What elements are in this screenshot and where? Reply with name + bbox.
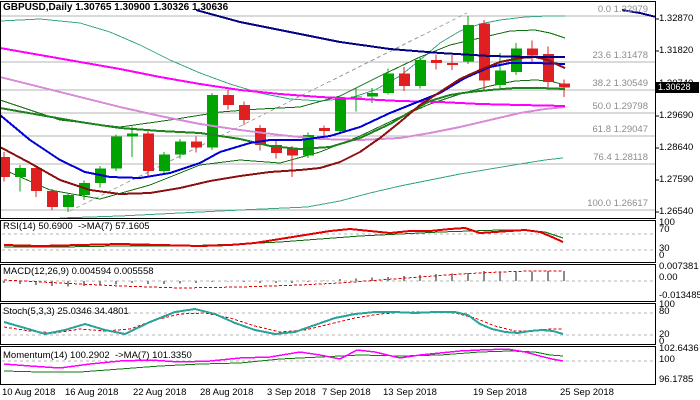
- ma-magenta: [0, 47, 566, 107]
- momentum-scale-label: 102.6436: [659, 343, 699, 354]
- stoch-k-line: [3, 308, 564, 335]
- band-green-lower: [0, 79, 566, 200]
- rsi-scale-label: 70: [659, 224, 670, 235]
- candle-body: [415, 59, 426, 87]
- rsi-line: [3, 227, 564, 247]
- rsi-scale-label: 0: [659, 250, 665, 261]
- momentum-scale-label: 100: [659, 354, 675, 365]
- macd-scale-label: 0.007381: [659, 261, 699, 272]
- candle-body: [479, 23, 490, 81]
- candle-body: [223, 94, 234, 105]
- price-axis-label: 1.29690: [659, 110, 694, 121]
- macd-scale-label: -0.013485: [659, 290, 700, 301]
- fib-level-label: 38.2 1.30549: [592, 78, 648, 89]
- date-label: 7 Sep 2018: [322, 387, 371, 398]
- stoch-panel-border: [0, 303, 656, 345]
- rsi-label: RSI(14) 50.6900 ->MA(7) 57.1605: [3, 221, 150, 232]
- ma-plum: [0, 76, 566, 141]
- macd-signal-line: [3, 270, 563, 289]
- ma-blue: [0, 62, 566, 179]
- candle-body: [447, 63, 458, 66]
- candle-body: [303, 134, 314, 156]
- date-label: 3 Sep 2018: [267, 387, 316, 398]
- candle-body: [239, 104, 250, 120]
- current-price-marker: 1.30628: [656, 82, 699, 93]
- candle-body: [543, 53, 554, 83]
- macd-scale-label: 0.00: [659, 272, 678, 283]
- candle-body: [15, 168, 26, 177]
- candle-body: [31, 168, 42, 191]
- stoch-scale-label: 20: [659, 329, 670, 340]
- candle-body: [351, 96, 362, 98]
- stoch-scale-label: 100: [659, 299, 675, 310]
- trendline: [69, 12, 468, 212]
- candle-body: [207, 94, 218, 148]
- candle-body: [559, 83, 570, 88]
- fib-level-label: 0.0 1.32979: [597, 4, 648, 15]
- price-axis-label: 1.26540: [659, 206, 694, 217]
- fib-level-label: 61.8 1.29047: [592, 124, 648, 135]
- candle-body: [127, 133, 138, 137]
- candle-body: [159, 154, 170, 171]
- candle-body: [0, 156, 10, 177]
- envelope-teal-lower: [59, 157, 564, 219]
- band-green-upper: [0, 29, 566, 128]
- price-axis-label: 1.31820: [659, 45, 694, 56]
- candle-body: [271, 144, 282, 154]
- candle-body: [63, 195, 74, 207]
- candle-body: [399, 73, 410, 87]
- momentum-panel-border: [0, 346, 656, 385]
- candle-body: [47, 190, 58, 207]
- candle-body: [111, 136, 122, 169]
- stoch-scale-label: 0: [659, 336, 665, 347]
- rsi-panel-border: [0, 220, 656, 263]
- price-axis-label: 1.27590: [659, 174, 694, 185]
- fib-level-label: 50.0 1.29798: [592, 101, 648, 112]
- ma-navy: [195, 9, 565, 58]
- ma-maroon: [0, 56, 566, 195]
- date-label: 22 Aug 2018: [133, 387, 187, 398]
- date-label: 16 Aug 2018: [65, 387, 119, 398]
- date-label: 10 Aug 2018: [2, 387, 56, 398]
- candle-body: [335, 97, 346, 131]
- candle-body: [287, 148, 298, 156]
- stoch-label: Stoch(5,3,3) 25.0346 34.4801: [3, 306, 129, 317]
- price-axis-label: 1.32870: [659, 13, 694, 24]
- candle-body: [463, 25, 474, 62]
- ma-navy-corner: [621, 9, 657, 18]
- candle-body: [319, 128, 330, 131]
- rsi-scale-label: 100: [659, 217, 675, 228]
- stoch-scale-label: 80: [659, 306, 670, 317]
- momentum-line: [3, 348, 564, 369]
- date-label: 13 Sep 2018: [383, 387, 437, 398]
- momentum-scale-label: 96.1785: [659, 374, 694, 385]
- date-label: 19 Sep 2018: [473, 387, 527, 398]
- candle-body: [495, 70, 506, 86]
- candle-body: [143, 133, 154, 171]
- candle-body: [527, 48, 538, 56]
- candle-body: [511, 48, 522, 73]
- fib-level-label: 100.0 1.26617: [587, 198, 648, 209]
- momentum-label: Momentum(14) 100.2902 ->MA(7) 101.3350: [3, 350, 192, 361]
- rsi-scale-label: 30: [659, 243, 670, 254]
- main-panel-border: [0, 1, 656, 219]
- macd-label: MACD(12,26,9) 0.004594 0.005558: [3, 266, 154, 277]
- price-axis-label: 1.28640: [659, 142, 694, 153]
- candle-body: [191, 141, 202, 148]
- ma-green: [0, 87, 566, 150]
- date-label: 28 Aug 2018: [200, 387, 254, 398]
- candle-body: [175, 141, 186, 155]
- candle-body: [431, 59, 442, 64]
- macd-panel-border: [0, 264, 656, 302]
- fib-level-label: 76.4 1.28118: [593, 152, 648, 163]
- fib-level-label: 23.6 1.31478: [592, 50, 648, 61]
- candle-body: [255, 128, 266, 145]
- chart-title: GBPUSD,Daily 1.30765 1.30900 1.30326 1.3…: [3, 2, 229, 13]
- candle-body: [367, 92, 378, 97]
- candle-body: [383, 73, 394, 93]
- date-label: 25 Sep 2018: [560, 387, 614, 398]
